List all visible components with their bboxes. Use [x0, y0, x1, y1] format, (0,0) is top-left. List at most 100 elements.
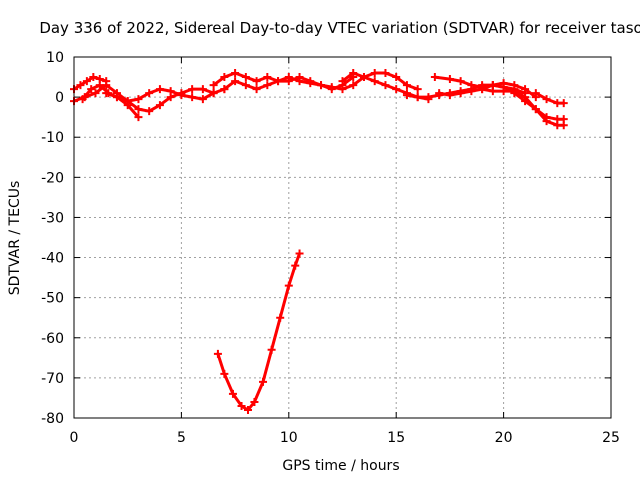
data-point [510, 87, 519, 96]
x-tick-label: 20 [495, 430, 513, 446]
data-point [381, 81, 390, 90]
data-point [531, 89, 540, 98]
y-tick-label: -80 [41, 411, 64, 427]
data-point [250, 397, 259, 406]
data-point [263, 81, 272, 90]
x-tick-label: 5 [177, 430, 186, 446]
series-line [534, 91, 566, 105]
data-point [306, 79, 315, 88]
data-point [559, 99, 568, 108]
y-tick-label: -20 [41, 170, 64, 186]
data-point [413, 85, 422, 94]
data-point [209, 89, 218, 98]
data-point [327, 83, 336, 92]
data-point [76, 81, 85, 90]
data-point [521, 93, 530, 102]
data-point [359, 73, 368, 82]
data-point [531, 105, 540, 114]
data-point [188, 93, 197, 102]
y-tick-label: 0 [55, 90, 64, 106]
data-point [91, 89, 100, 98]
y-tick-label: -40 [41, 251, 64, 267]
data-point [155, 101, 164, 110]
data-point [252, 85, 261, 94]
data-point [237, 401, 246, 410]
data-point [209, 81, 218, 90]
data-point [274, 77, 283, 86]
x-tick-label: 15 [387, 430, 405, 446]
data-point [284, 73, 293, 82]
data-point [521, 85, 530, 94]
series-track-12 [531, 89, 568, 108]
data-point [241, 81, 250, 90]
series-line [480, 87, 566, 127]
data-point [542, 117, 551, 126]
data-point [89, 73, 98, 82]
data-point [263, 73, 272, 82]
data-point [241, 73, 250, 82]
data-point [402, 81, 411, 90]
data-point [243, 405, 252, 414]
data-point [198, 95, 207, 104]
data-point [267, 345, 276, 354]
series-track-13 [213, 249, 304, 414]
grid-lines [74, 57, 611, 418]
data-point [381, 69, 390, 78]
series-line [216, 252, 301, 412]
data-point [78, 95, 87, 104]
data-point [87, 85, 96, 94]
x-tick-label: 0 [70, 430, 79, 446]
data-point [370, 69, 379, 78]
data-point [134, 113, 143, 122]
data-point [252, 77, 261, 86]
data-point [291, 261, 300, 270]
y-tick-label: -60 [41, 331, 64, 347]
data-point [166, 87, 175, 96]
data-point [349, 81, 358, 90]
data-point [467, 87, 476, 96]
chart-title: Day 336 of 2022, Sidereal Day-to-day VTE… [39, 19, 640, 37]
data-point [542, 95, 551, 104]
data-point [445, 75, 454, 84]
x-tick-label: 25 [602, 430, 620, 446]
data-point [188, 85, 197, 94]
data-point [338, 77, 347, 86]
data-point [392, 85, 401, 94]
plot-frame [73, 56, 612, 419]
data-point [134, 95, 143, 104]
data-point [213, 349, 222, 358]
data-point [155, 85, 164, 94]
data-point [284, 281, 293, 290]
series-track-4 [102, 85, 229, 106]
data-point [102, 89, 111, 98]
series-track-11 [478, 85, 568, 130]
data-point [82, 77, 91, 86]
x-tick-label: 10 [280, 430, 298, 446]
data-point [317, 81, 326, 90]
y-tick-label: -70 [41, 371, 64, 387]
series-track-6 [220, 69, 422, 94]
data-series [70, 69, 568, 414]
data-point [198, 85, 207, 94]
axis-ticks [73, 56, 612, 419]
tick-labels: 0 5 10 15 20 25 10 0 -10 -20 -30 -40 -50 -60 -70 -80 [41, 50, 620, 446]
data-point [145, 107, 154, 116]
data-point [276, 313, 285, 322]
y-tick-label: 10 [46, 50, 64, 66]
data-point [220, 369, 229, 378]
y-tick-label: -10 [41, 130, 64, 146]
data-point [435, 89, 444, 98]
y-axis-label: SDTVAR / TECUs [7, 181, 23, 296]
data-point [220, 85, 229, 94]
data-point [478, 85, 487, 94]
data-point [488, 87, 497, 96]
data-point [220, 73, 229, 82]
y-tick-label: -30 [41, 210, 64, 226]
data-point [123, 97, 132, 106]
data-point [456, 77, 465, 86]
data-point [430, 73, 439, 82]
data-point [231, 69, 240, 78]
data-point [259, 377, 268, 386]
data-point [413, 93, 422, 102]
